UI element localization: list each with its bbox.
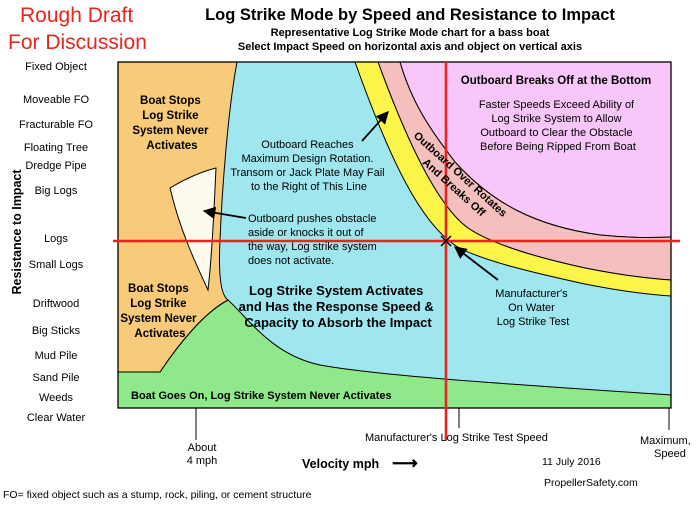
stops-top-line3: System Never	[132, 125, 209, 137]
fo-footnote: FO= fixed object such as a stump, rock, …	[3, 489, 312, 501]
stops-top-line4: Activates	[146, 140, 197, 152]
x-axis-arrow: ⟶	[392, 453, 418, 473]
y-label-sand-pile: Sand Pile	[32, 372, 80, 384]
y-label-fixed-object: Fixed Object	[25, 61, 87, 73]
stops-top-line1: Boat Stops	[140, 95, 201, 107]
breaks-off-desc-2: Log Strike System to Allow	[491, 113, 621, 125]
svg-text:Faster Speeds Exceed Ability o: Faster Speeds Exceed Ability of Log Stri…	[479, 99, 637, 153]
stops-top-line2: Log Strike	[142, 110, 198, 122]
y-label-dredge-pipe: Dredge Pipe	[25, 160, 87, 172]
test-label-line1: Manufacturer's	[495, 288, 568, 300]
svg-text:Boat Stops Log Strike: Boat Stops Log Strike System Never Activ…	[120, 283, 199, 340]
pushes-line4: does not activate.	[248, 255, 334, 267]
date-label: 11 July 2016	[542, 456, 601, 468]
y-label-small-logs: Small Logs	[28, 259, 84, 271]
x-axis-title: Velocity mph	[302, 457, 380, 471]
y-label-floating-tree: Floating Tree	[23, 142, 89, 154]
x-label-max-line2: Speed	[654, 448, 686, 460]
svg-text:Log Strike System Activates: Log Strike System Activates and Has the …	[239, 283, 438, 330]
region-boat-stops	[118, 62, 238, 373]
y-label-fracturable-fo: Fracturable FO	[19, 119, 93, 131]
stops-bottom-line4: Activates	[134, 328, 185, 340]
max-rotation-line3: Transom or Jack Plate May Fail	[230, 167, 384, 179]
x-label-4mph: 4 mph	[186, 455, 218, 467]
arrow-max-rotation	[361, 111, 389, 142]
max-rotation-line4: to the Right of This Line	[251, 181, 367, 193]
breaks-off-title: Outboard Breaks Off at the Bottom	[461, 75, 651, 87]
pushes-line2: aside or knocks it out of	[248, 227, 365, 239]
max-rotation-line1: Outboard Reaches	[261, 139, 354, 151]
x-label-test-speed: Manufacturer's Log Strike Test Speed	[365, 432, 548, 444]
y-label-moveable-fo: Moveable FO	[22, 94, 90, 106]
activates-line3: Capacity to Absorb the Impact	[244, 315, 432, 330]
y-label-weeds: Weeds	[38, 392, 74, 404]
breaks-off-desc-1: Faster Speeds Exceed Ability of	[479, 99, 635, 111]
test-label-line3: Log Strike Test	[497, 316, 570, 328]
pushes-line1: Outboard pushes obstacle	[248, 213, 376, 225]
max-rotation-line2: Maximum Design Rotation.	[241, 153, 373, 165]
x-label-max-line1: Maximum,	[640, 435, 691, 447]
y-label-logs: Logs	[44, 233, 68, 245]
stops-bottom-line3: System Never	[120, 313, 197, 325]
activates-line2: and Has the Response Speed &	[239, 299, 434, 314]
chart-title: Log Strike Mode by Speed and Resistance …	[205, 6, 615, 24]
chart-subtitle-1: Representative Log Strike Mode chart for…	[270, 27, 550, 39]
svg-text:Manufacturer's On Water: Manufacturer's On Water Log Strike Test	[495, 288, 570, 328]
stops-bottom-line2: Log Strike	[130, 298, 186, 310]
breaks-off-desc-3: Outboard to Clear the Obstacle	[480, 127, 632, 139]
y-label-mud-pile: Mud Pile	[34, 350, 78, 362]
draft-label-line2: For Discussion	[8, 31, 147, 54]
svg-text:Outboard pushes obstacle: Outboard pushes obstacle aside or knocks…	[248, 213, 380, 267]
arrow-test-point	[454, 246, 499, 281]
boat-goes-on-label: Boat Goes On, Log Strike System Never Ac…	[131, 390, 392, 402]
site-label: PropellerSafety.com	[544, 477, 638, 489]
svg-text:Outboard Reaches Maximum: Outboard Reaches Maximum Design Rotation…	[230, 139, 387, 193]
stops-bottom-line1: Boat Stops	[128, 283, 189, 295]
y-label-clear-water: Clear Water	[26, 412, 86, 424]
y-label-big-sticks: Big Sticks	[31, 325, 81, 337]
test-label-line2: On Water	[508, 302, 555, 314]
y-label-big-logs: Big Logs	[34, 185, 78, 197]
svg-text:Boat Stops Log Strike: Boat Stops Log Strike System Never Activ…	[132, 95, 211, 152]
x-label-about: About	[187, 442, 217, 454]
y-label-driftwood: Driftwood	[32, 298, 80, 310]
draft-label-line1: Rough Draft	[20, 4, 134, 27]
plot-border	[117, 61, 672, 409]
chart-subtitle-2: Select Impact Speed on horizontal axis a…	[237, 41, 583, 53]
activates-line1: Log Strike System Activates	[249, 283, 423, 298]
arrow-pushes-obstacle	[202, 206, 247, 220]
test-point-marker	[440, 235, 452, 247]
breaks-off-desc-4: Before Being Ripped From Boat	[480, 141, 636, 153]
pushes-line3: the way, Log strike system	[248, 241, 377, 253]
